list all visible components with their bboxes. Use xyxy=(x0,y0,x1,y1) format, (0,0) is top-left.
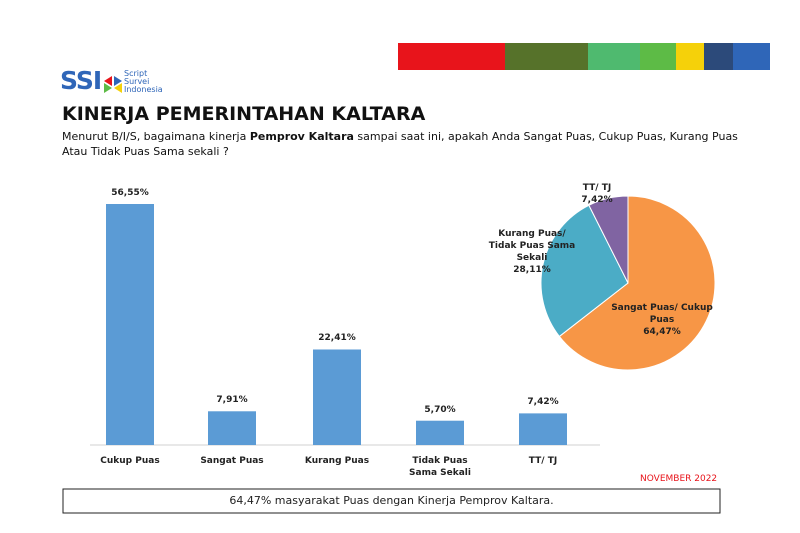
bar xyxy=(106,204,154,445)
slice-label: Sangat Puas/ Cukup Puas xyxy=(611,303,713,325)
value-label: 22,41% xyxy=(318,333,356,344)
x-tick-label: Cukup Puas xyxy=(100,456,160,466)
color-stripe xyxy=(398,43,770,70)
slice-label: Kurang Puas/ Tidak Puas Sama Sekali xyxy=(488,229,576,263)
title: KINERJA PEMERINTAHAN KALTARA xyxy=(62,103,426,125)
question: Menurut B/I/S, bagaimana kinerja Pemprov… xyxy=(62,129,752,159)
logo-subtitle: Script Survei Indonesia xyxy=(124,69,163,94)
x-tick-label: Kurang Puas xyxy=(304,456,370,466)
summary-box xyxy=(62,488,721,514)
slice-value: 28,11% xyxy=(513,265,551,275)
slice-value: 7,42% xyxy=(581,195,613,205)
value-label: 7,42% xyxy=(527,397,559,408)
pie-slice xyxy=(540,204,629,338)
x-tick-label: Tidak Puas Sama Sekali xyxy=(409,456,471,478)
slice-value: 64,47% xyxy=(643,327,681,337)
bar xyxy=(313,349,361,445)
slice-label: TT/ TJ xyxy=(582,183,612,193)
pie-slice xyxy=(588,195,629,284)
logo-arrows xyxy=(104,76,122,93)
bar xyxy=(208,411,256,445)
x-tick-label: TT/ TJ xyxy=(528,456,558,466)
logo: SSI xyxy=(60,66,102,95)
question-bold: Pemprov Kaltara xyxy=(249,130,354,143)
bar xyxy=(416,420,464,445)
value-label: 56,55% xyxy=(111,188,149,198)
pie-slice xyxy=(558,195,716,371)
question-text: sampai saat ini, apakah Anda Sangat Puas… xyxy=(62,130,738,158)
summary: 64,47% masyarakat Puas dengan Kinerja Pe… xyxy=(229,494,554,507)
value-label: 7,91% xyxy=(216,395,248,406)
x-tick-label: Sangat Puas xyxy=(200,456,264,466)
date: NOVEMBER 2022 xyxy=(640,474,718,484)
value-label: 5,70% xyxy=(424,404,456,415)
question-text: Menurut B/I/S, bagaimana kinerja xyxy=(62,130,250,143)
bar xyxy=(519,413,567,445)
